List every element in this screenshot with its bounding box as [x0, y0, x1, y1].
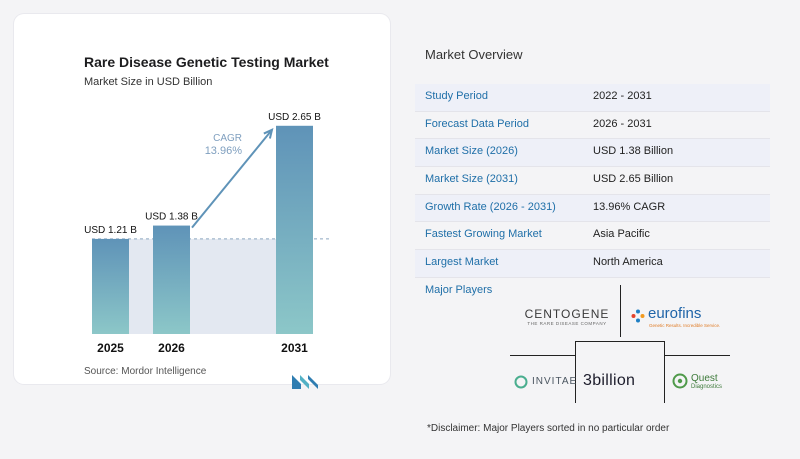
- data-label-2031: USD 2.65 B: [268, 112, 321, 123]
- source-label: Source: Mordor Intelligence: [84, 366, 207, 377]
- divider-horizontal: [665, 355, 730, 356]
- major-players-title: Major Players: [425, 284, 493, 296]
- invitae-mark-icon: [514, 375, 528, 389]
- invitae-name: INVITAE: [532, 376, 578, 387]
- bar-2031: [276, 125, 313, 335]
- overview-row: Market Size (2031) USD 2.65 Billion: [415, 167, 770, 195]
- row-key: Forecast Data Period: [425, 117, 529, 130]
- bar-2025: [92, 238, 129, 334]
- row-value: USD 2.65 Billion: [593, 173, 674, 186]
- eurofins-mark-icon: [631, 309, 645, 323]
- tick-label-2031: 2031: [281, 341, 308, 355]
- row-value: 13.96% CAGR: [593, 200, 666, 213]
- quest-name: Quest: [691, 373, 718, 384]
- row-value: Asia Pacific: [593, 228, 650, 241]
- row-key: Fastest Growing Market: [425, 228, 542, 241]
- data-label-2025: USD 1.21 B: [84, 225, 137, 236]
- overview-row: Growth Rate (2026 - 2031) 13.96% CAGR: [415, 194, 770, 223]
- cagr-arrow-line: [191, 129, 273, 229]
- chart-card: Rare Disease Genetic Testing Market Mark…: [14, 14, 390, 389]
- major-players-grid: CENTOGENE THE RARE DISEASE COMPANY eurof…: [510, 285, 730, 403]
- divider-box-right: [664, 341, 665, 403]
- overview-row: Fastest Growing Market Asia Pacific: [415, 222, 770, 251]
- quest-mark-icon: [672, 373, 688, 389]
- overview-row: Largest Market North America: [415, 250, 770, 278]
- tick-label-2026: 2026: [158, 341, 185, 355]
- row-value: 2022 - 2031: [593, 90, 652, 102]
- tick-label-2025: 2025: [97, 341, 124, 355]
- divider-box-top: [575, 341, 665, 342]
- chart-subtitle: Market Size in USD Billion: [84, 76, 213, 88]
- disclaimer: *Disclaimer: Major Players sorted in no …: [427, 423, 670, 434]
- overview-row: Market Size (2026) USD 1.38 Billion: [415, 139, 770, 168]
- overview-title: Market Overview: [425, 47, 523, 62]
- threebillion-logo: 3billion: [583, 372, 635, 390]
- bar-2026: [153, 225, 190, 334]
- row-key: Market Size (2026): [425, 145, 518, 158]
- centogene-logo: CENTOGENE THE RARE DISEASE COMPANY: [522, 307, 612, 326]
- overview-row: Study Period 2022 - 2031: [415, 84, 770, 112]
- divider-horizontal: [510, 355, 575, 356]
- overview-row: Forecast Data Period 2026 - 2031: [415, 112, 770, 140]
- mordor-logo-icon: [292, 375, 318, 389]
- bar-chart: USD 1.21 B 2025 USD 1.38 B 2026 USD 2.65 B 20…: [84, 112, 332, 355]
- cagr-label: CAGR: [213, 133, 242, 144]
- divider-box-left: [575, 341, 576, 403]
- divider-vertical: [620, 285, 621, 337]
- quest-tagline: Diagnostics: [691, 384, 723, 390]
- row-key: Largest Market: [425, 256, 499, 269]
- eurofins-tagline: Genetic Results. Incredible Service.: [649, 323, 721, 328]
- cagr-arrow-head-icon: [263, 128, 274, 139]
- eurofins-name: eurofins: [648, 305, 702, 322]
- row-key: Market Size (2031): [425, 173, 518, 186]
- row-value: North America: [593, 256, 663, 269]
- centogene-tagline: THE RARE DISEASE COMPANY: [527, 321, 607, 326]
- threebillion-name: 3billion: [583, 372, 636, 389]
- chart-title: Rare Disease Genetic Testing Market: [84, 54, 329, 70]
- overview-table: Study Period 2022 - 2031 Forecast Data P…: [415, 84, 770, 278]
- row-value: USD 1.38 Billion: [593, 145, 674, 158]
- cagr-value: 13.96%: [205, 145, 243, 157]
- row-key: Study Period: [425, 90, 488, 102]
- row-value: 2026 - 2031: [593, 117, 652, 130]
- data-label-2026: USD 1.38 B: [145, 212, 198, 223]
- row-key: Growth Rate (2026 - 2031): [425, 200, 556, 213]
- centogene-name: CENTOGENE: [524, 307, 610, 321]
